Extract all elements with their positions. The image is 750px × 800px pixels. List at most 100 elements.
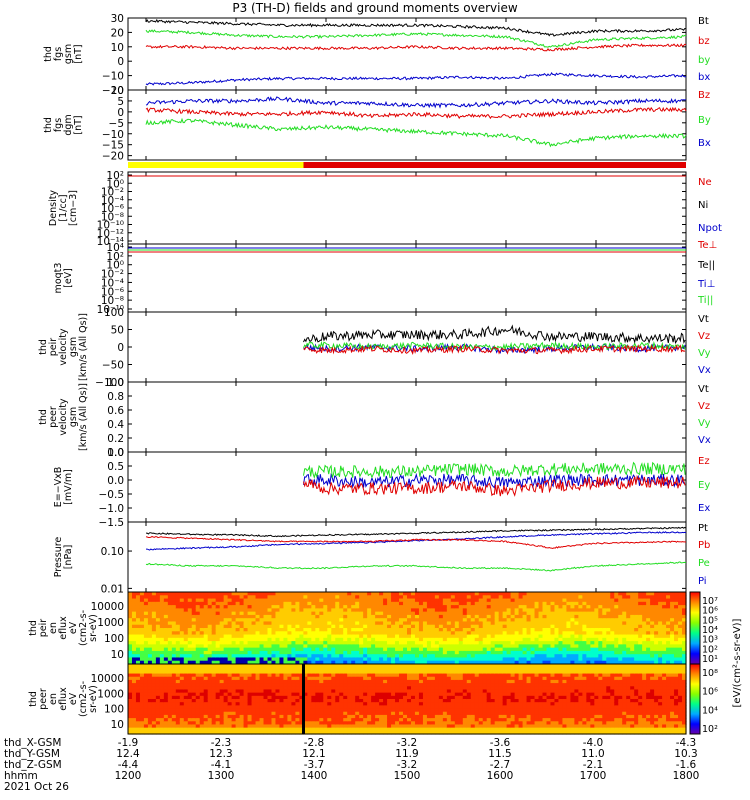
heatmap-cell xyxy=(622,624,627,629)
heatmap-cell xyxy=(642,595,647,600)
heatmap-cell xyxy=(215,667,221,671)
heatmap-cell xyxy=(395,714,400,719)
heatmap-cell xyxy=(375,667,380,671)
heatmap-cell xyxy=(203,657,209,662)
heatmap-cell xyxy=(610,618,615,623)
heatmap-cell xyxy=(514,611,520,616)
heatmap-cell xyxy=(371,730,376,735)
heatmap-cell xyxy=(159,670,165,675)
heatmap-cell xyxy=(538,641,544,645)
heatmap-cell xyxy=(654,601,659,606)
heatmap-cell xyxy=(430,631,436,636)
heatmap-cell xyxy=(247,641,253,645)
heatmap-cell xyxy=(259,618,265,623)
heatmap-cell xyxy=(207,718,213,722)
heatmap-cell xyxy=(155,608,161,613)
heatmap-cell xyxy=(291,692,296,697)
heatmap-cell xyxy=(331,654,336,659)
heatmap-cell xyxy=(407,660,412,665)
heatmap-cell xyxy=(287,601,293,606)
heatmap-cell xyxy=(283,595,289,600)
heatmap-cell xyxy=(303,631,308,636)
heatmap-cell xyxy=(128,624,133,629)
heatmap-cell xyxy=(139,711,145,716)
heatmap-cell xyxy=(147,718,153,722)
heatmap-cell xyxy=(159,730,165,735)
heatmap-cell xyxy=(263,641,269,645)
heatmap-cell xyxy=(323,608,328,613)
heatmap-cell xyxy=(315,711,320,716)
y-axis-label: eflux xyxy=(58,616,69,640)
heatmap-cell xyxy=(259,637,265,642)
heatmap-cell xyxy=(403,621,408,626)
y-axis-label: [mV/m] xyxy=(63,469,74,505)
heatmap-cell xyxy=(291,628,296,632)
heatmap-cell xyxy=(131,695,137,700)
heatmap-cell xyxy=(195,634,201,639)
heatmap-cell xyxy=(594,641,599,645)
heatmap-cell xyxy=(199,608,205,613)
heatmap-cell xyxy=(331,679,336,684)
heatmap-cell xyxy=(239,676,245,681)
heatmap-cell xyxy=(650,631,655,636)
heatmap-cell xyxy=(227,686,233,691)
heatmap-cell xyxy=(610,641,615,645)
heatmap-cell xyxy=(207,686,213,691)
heatmap-cell xyxy=(295,637,300,642)
heatmap-cell xyxy=(155,631,161,636)
heatmap-cell xyxy=(143,670,149,675)
heatmap-cell xyxy=(239,718,245,722)
heatmap-cell xyxy=(363,624,368,629)
heatmap-cell xyxy=(335,670,340,675)
heatmap-cell xyxy=(155,718,161,722)
heatmap-cell xyxy=(602,650,607,655)
heatmap-cell xyxy=(319,660,324,665)
heatmap-cell xyxy=(642,631,647,636)
heatmap-cell xyxy=(191,657,197,662)
heatmap-cell xyxy=(510,621,516,626)
heatmap-cell xyxy=(670,595,675,600)
heatmap-cell xyxy=(351,634,356,639)
heatmap-cell xyxy=(574,660,579,665)
heatmap-cell xyxy=(199,673,205,678)
heatmap-cell xyxy=(387,699,392,703)
heatmap-cell xyxy=(327,647,332,652)
heatmap-cell xyxy=(323,695,328,700)
heatmap-cell xyxy=(650,605,655,609)
heatmap-cell xyxy=(646,618,651,623)
heatmap-cell xyxy=(267,670,273,675)
heatmap-cell xyxy=(331,657,336,662)
heatmap-cell xyxy=(243,686,249,691)
heatmap-cell xyxy=(167,686,173,691)
heatmap-cell xyxy=(562,598,568,603)
heatmap-cell xyxy=(311,614,316,619)
heatmap-cell xyxy=(219,689,225,694)
heatmap-cell xyxy=(666,595,671,600)
heatmap-cell xyxy=(299,714,304,719)
heatmap-cell xyxy=(163,724,169,729)
heatmap-cell xyxy=(227,598,233,603)
heatmap-cell xyxy=(235,644,241,649)
heatmap-cell xyxy=(602,624,607,629)
heatmap-cell xyxy=(215,718,221,722)
heatmap-cell xyxy=(279,621,285,626)
heatmap-cell xyxy=(434,608,440,613)
heatmap-cell xyxy=(363,644,368,649)
heatmap-cell xyxy=(175,683,181,687)
heatmap-cell xyxy=(530,592,536,596)
heatmap-cell xyxy=(283,650,289,655)
heatmap-cell xyxy=(526,601,532,606)
panel-peer_velocity: thd peer velocity gsm [km/s (All Qs)]1.00.80… xyxy=(38,377,711,459)
heatmap-cell xyxy=(311,650,316,655)
heatmap-cell xyxy=(223,664,229,668)
heatmap-cell xyxy=(287,634,293,639)
heatmap-cell xyxy=(586,650,591,655)
heatmap-cell xyxy=(442,637,448,642)
heatmap-cell xyxy=(418,601,424,606)
heatmap-cell xyxy=(315,631,320,636)
heatmap-cell xyxy=(147,664,153,668)
heatmap-cell xyxy=(243,727,249,732)
heatmap-cell xyxy=(546,614,552,619)
heatmap-cell xyxy=(375,692,380,697)
heatmap-cell xyxy=(311,618,316,623)
